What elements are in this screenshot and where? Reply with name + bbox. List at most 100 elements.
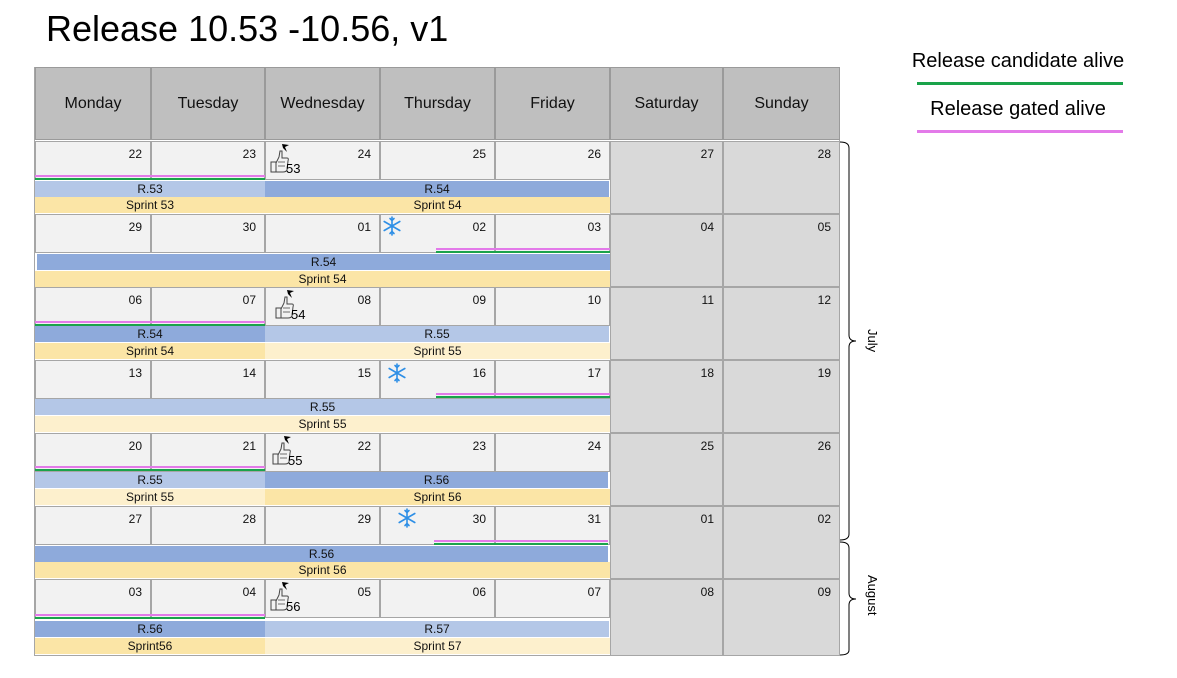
day-number: 22 [357, 439, 371, 453]
day-cell: 27 [35, 506, 151, 545]
day-number: 27 [700, 147, 714, 161]
day-number: 29 [357, 512, 371, 526]
header-thursday: Thursday [380, 67, 495, 140]
day-number: 20 [128, 439, 142, 453]
sprint-bar: Sprint 55 [35, 489, 265, 505]
snowflake-icon [388, 363, 406, 383]
day-cell: 22 [265, 433, 380, 472]
weekend-cell: 05 [723, 214, 840, 287]
sprint-bar: Sprint 54 [35, 271, 610, 287]
day-cell: 23 [380, 433, 495, 472]
day-number: 13 [128, 366, 142, 380]
vote-number: 55 [288, 453, 303, 468]
day-cell: 07 [151, 287, 265, 326]
release-bar: R.56 [35, 621, 265, 637]
day-number: 05 [817, 220, 831, 234]
day-cell: 20 [35, 433, 151, 472]
day-cell: 15 [265, 360, 380, 399]
day-cell: 10 [495, 287, 610, 326]
day-number: 15 [357, 366, 371, 380]
day-number: 29 [128, 220, 142, 234]
day-number: 12 [817, 293, 831, 307]
day-cell: 29 [35, 214, 151, 253]
day-cell: 31 [495, 506, 610, 545]
gated-alive-line [434, 540, 608, 542]
day-cell: 30 [151, 214, 265, 253]
day-number: 03 [128, 585, 142, 599]
weekend-cell: 26 [723, 433, 840, 506]
day-cell: 03 [495, 214, 610, 253]
sprint-bar: Sprint 55 [265, 343, 610, 359]
day-number: 18 [700, 366, 714, 380]
day-number: 02 [817, 512, 831, 526]
weekend-cell: 18 [610, 360, 723, 433]
day-number: 30 [242, 220, 256, 234]
day-number: 09 [817, 585, 831, 599]
day-cell: 06 [380, 579, 495, 618]
day-cell: 07 [495, 579, 610, 618]
header-saturday: Saturday [610, 67, 723, 140]
sprint-bar: Sprint 53 [35, 197, 265, 213]
release-bar: R.53 [35, 181, 265, 197]
day-cell: 04 [151, 579, 265, 618]
snowflake-icon [383, 216, 401, 236]
candidate-alive-line [35, 178, 265, 180]
snowflake-icon [398, 508, 416, 528]
candidate-alive-line [436, 251, 610, 253]
candidate-alive-line [35, 324, 265, 326]
day-cell: 21 [151, 433, 265, 472]
day-cell: 24 [495, 433, 610, 472]
month-label-august: August [865, 575, 880, 616]
day-cell: 06 [35, 287, 151, 326]
day-number: 22 [128, 147, 142, 161]
day-number: 24 [587, 439, 601, 453]
day-number: 05 [357, 585, 371, 599]
header-monday: Monday [35, 67, 151, 140]
july-brace [839, 141, 857, 541]
weekend-cell: 28 [723, 141, 840, 214]
thumbs-up-icon [275, 290, 294, 319]
day-number: 08 [357, 293, 371, 307]
header-friday: Friday [495, 67, 610, 140]
gated-alive-line [35, 466, 265, 468]
day-number: 01 [357, 220, 371, 234]
day-number: 04 [242, 585, 256, 599]
header-sunday: Sunday [723, 67, 840, 140]
gated-alive-line [436, 248, 610, 250]
legend-gated-label: Release gated alive [930, 98, 1106, 120]
day-number: 08 [700, 585, 714, 599]
day-cell: 01 [265, 214, 380, 253]
day-number: 23 [242, 147, 256, 161]
month-braces [839, 141, 857, 656]
sprint-bar: Sprint 55 [35, 416, 610, 432]
weekend-cell: 19 [723, 360, 840, 433]
day-number: 06 [128, 293, 142, 307]
day-number: 24 [357, 147, 371, 161]
day-number: 27 [128, 512, 142, 526]
weekend-cell: 25 [610, 433, 723, 506]
vote-marker: 55 [270, 434, 310, 468]
candidate-alive-line [35, 617, 265, 619]
day-cell: 03 [35, 579, 151, 618]
day-cell: 14 [151, 360, 265, 399]
day-number: 07 [587, 585, 601, 599]
release-bar: R.56 [265, 472, 608, 488]
august-brace [839, 541, 857, 656]
vote-marker: 56 [268, 580, 308, 614]
sprint-bar: Sprint 56 [35, 562, 610, 578]
month-label-july: July [865, 329, 880, 353]
weekend-cell: 04 [610, 214, 723, 287]
day-number: 10 [587, 293, 601, 307]
day-number: 04 [700, 220, 714, 234]
weekend-cell: 27 [610, 141, 723, 214]
day-number: 16 [472, 366, 486, 380]
vote-marker: 54 [273, 288, 313, 322]
release-bar: R.54 [265, 181, 609, 197]
weekend-cell: 09 [723, 579, 840, 656]
day-number: 03 [587, 220, 601, 234]
day-number: 09 [472, 293, 486, 307]
vote-marker: 53 [268, 142, 308, 176]
gated-alive-line [35, 614, 265, 616]
thumbs-up-icon [272, 436, 291, 465]
release-bar: R.55 [35, 399, 610, 415]
